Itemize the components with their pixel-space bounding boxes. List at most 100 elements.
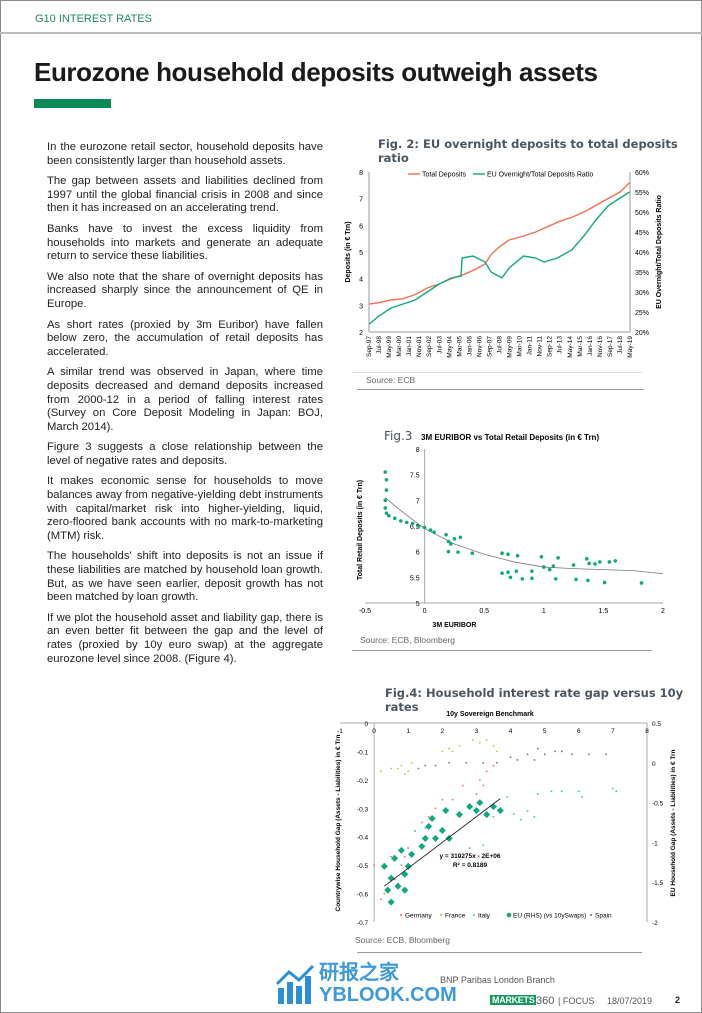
y2-tick-label: -2 [652, 920, 658, 927]
y-tick-label: 5 [359, 250, 363, 257]
data-point-germany [478, 778, 481, 781]
x-tick-label: 5 [543, 728, 547, 735]
divider [357, 952, 642, 953]
data-point [520, 577, 525, 581]
y2-tick-label: 25% [635, 310, 649, 317]
x-tick-label: Mar-15 [577, 336, 584, 357]
x-tick-label: Jul-18 [617, 336, 624, 354]
fig2-source: Source: ECB [366, 375, 416, 385]
data-point [598, 560, 602, 564]
data-point-eu [397, 846, 405, 854]
legend-marker [440, 914, 442, 916]
x-tick-label: Nov-16 [597, 336, 604, 357]
data-point-france [407, 770, 410, 773]
data-point [571, 563, 576, 567]
data-point-spain [543, 753, 546, 756]
data-point-germany [485, 770, 488, 773]
fig3-label: Fig.3 [384, 429, 413, 443]
data-point-spain [424, 764, 427, 767]
data-point [506, 552, 510, 557]
fig2-chart: 2 3 4 5 6 7 8 20% 25% 30% 35% 40% 45% 50% 55% 60% Sep-97… [345, 170, 663, 358]
x-tick-label: May-19 [627, 336, 634, 358]
y2-tick-label: 30% [635, 290, 649, 297]
fig4-source: Source: ECB, Bloomberg [355, 935, 450, 945]
data-point [500, 571, 504, 576]
y2-tick-label: 35% [635, 270, 649, 277]
paragraph: As short rates (proxied by 3m Euribor) h… [47, 318, 323, 358]
y2-tick-label: 20% [635, 330, 649, 337]
trend-r-squared: R² = 0.8189 [453, 862, 488, 869]
data-point-spain [533, 759, 536, 761]
data-point-eu [387, 898, 395, 906]
trend-equation: y = 310275x - 2E+06 [439, 853, 500, 860]
data-point-spain [465, 761, 468, 764]
legend-label: Italy [478, 913, 491, 920]
data-point-germany [427, 815, 430, 818]
brand-number: 360 [536, 995, 555, 1007]
x-tick-label: May-99 [386, 336, 393, 358]
x-tick-label: Jan-11 [527, 336, 534, 356]
y-tick-label: 8 [359, 170, 363, 177]
y2-tick-label: 50% [635, 210, 649, 217]
data-point-eu [472, 807, 480, 815]
y-tick-label: 7 [359, 197, 363, 204]
data-point [422, 525, 427, 530]
y-tick-label: -0.4 [357, 835, 369, 842]
data-point [444, 532, 448, 537]
legend-label: France [445, 913, 466, 920]
data-point-italy [526, 810, 529, 813]
data-point [446, 549, 451, 554]
data-point [607, 560, 612, 564]
body-text: In the eurozone retail sector, household… [47, 141, 323, 673]
data-point-eu [455, 811, 463, 819]
data-point-eu [421, 834, 429, 842]
y2-tick-label: 40% [635, 250, 649, 257]
data-point-eu [438, 826, 446, 834]
page-title: Eurozone household deposits outweigh ass… [34, 57, 598, 87]
y2-axis-title: EU Household Gap (Assets - Liabilities) … [670, 749, 677, 896]
y-axis-title: Countrywise Household Gap (Assets - Liab… [335, 734, 342, 911]
data-point-france [448, 747, 451, 750]
data-point-eu [408, 850, 416, 858]
data-point-germany [475, 793, 478, 795]
data-point-eu [466, 803, 474, 811]
data-point-italy [513, 813, 515, 815]
data-point-germany [383, 892, 386, 895]
fig2-title: Fig. 2: EU overnight deposits to total d… [378, 137, 678, 165]
paragraph: Banks have to invest the excess liquidit… [47, 222, 323, 263]
data-point-italy [414, 830, 416, 832]
series-line-ratio [368, 191, 631, 325]
x-tick-label: Mar-00 [396, 336, 403, 357]
data-point-eu [418, 842, 426, 850]
x-tick-label: 3 [475, 728, 479, 735]
x-tick-label: 1 [542, 608, 546, 615]
data-point [547, 567, 552, 572]
x-tick-label: Sep-07 [486, 336, 493, 357]
data-point [639, 581, 644, 585]
x-tick-label: 0 [372, 728, 376, 735]
data-point [404, 520, 409, 525]
data-point-germany [434, 807, 437, 810]
page-header: G10 INTEREST RATES [0, 0, 702, 34]
data-point-eu [476, 799, 484, 807]
data-point [383, 498, 388, 503]
legend-label: Total Deposits [422, 172, 466, 179]
legend-marker [590, 914, 592, 916]
x-tick-label: Jul-98 [376, 336, 383, 354]
data-point-eu [442, 807, 450, 815]
y-tick-label: -0.3 [357, 806, 369, 813]
data-point [432, 530, 436, 534]
data-point [613, 559, 618, 563]
data-point-italy [581, 796, 584, 798]
data-point-italy [492, 815, 495, 818]
y2-tick-label: -0.5 [652, 801, 664, 808]
x-tick-label: 0.5 [479, 608, 489, 615]
data-point-eu [496, 807, 504, 815]
data-point-france [458, 744, 461, 747]
y2-axis-title: EU Overnight/Total Deposits Ratio [656, 195, 663, 309]
y-tick-label: 2 [359, 330, 363, 337]
data-point [449, 542, 453, 546]
legend-label: EU (RHS) (vs 10ySwaps) [513, 913, 586, 920]
data-point-eu [445, 834, 453, 842]
data-point-italy [577, 790, 580, 793]
